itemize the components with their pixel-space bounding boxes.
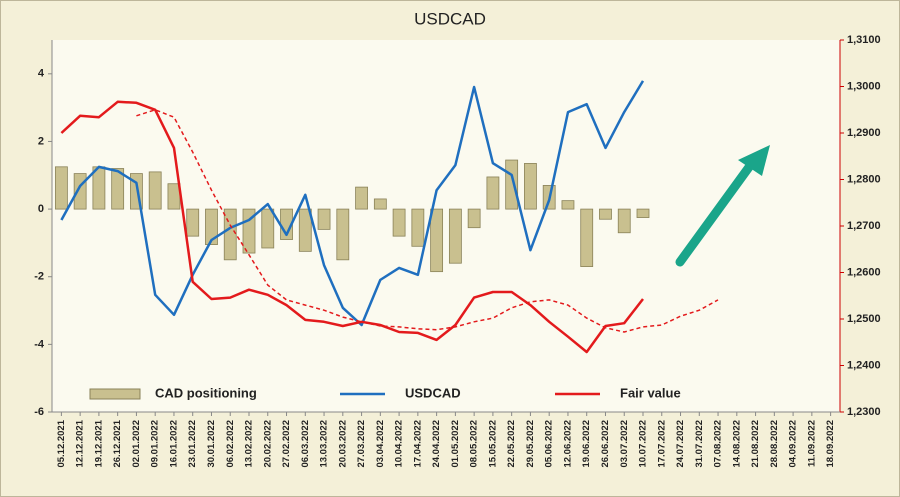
x-tick-label: 17.07.2022 <box>656 420 667 468</box>
y-tick-label: 0 <box>38 203 44 215</box>
x-tick-label: 24.07.2022 <box>675 420 686 468</box>
x-tick-label: 24.04.2022 <box>431 420 442 468</box>
x-tick-label: 20.03.2022 <box>337 420 348 468</box>
bar <box>561 200 575 210</box>
bar <box>336 208 350 261</box>
bar <box>505 159 519 210</box>
x-tick-label: 05.12.2021 <box>56 419 67 467</box>
x-tick-label: 18.09.2022 <box>825 420 836 468</box>
x-tick-label: 03.07.2022 <box>619 420 630 468</box>
x-tick-label: 30.01.2022 <box>206 420 217 468</box>
x-tick-label: 31.07.2022 <box>694 420 705 468</box>
bar <box>317 208 331 230</box>
x-tick-label: 01.05.2022 <box>450 420 461 468</box>
y-tick-label: -2 <box>34 271 44 283</box>
bar <box>298 208 312 252</box>
x-tick-label: 15.05.2022 <box>487 420 498 468</box>
x-tick-label: 06.03.2022 <box>300 420 311 468</box>
bar <box>411 208 425 247</box>
legend-swatch <box>89 388 141 400</box>
bar <box>636 208 650 218</box>
x-tick-label: 12.06.2022 <box>562 420 573 468</box>
x-tick-label: 08.05.2022 <box>469 420 480 468</box>
x-tick-label: 22.05.2022 <box>506 420 517 468</box>
legend-label: USDCAD <box>405 385 461 400</box>
y-tick-label: 2 <box>38 135 44 147</box>
x-tick-label: 10.07.2022 <box>638 420 649 468</box>
bar <box>486 176 500 210</box>
bar <box>599 208 612 220</box>
legend-label: Fair value <box>620 385 681 400</box>
x-tick-label: 04.09.2022 <box>788 420 799 468</box>
x-tick-label: 07.08.2022 <box>713 420 724 468</box>
bar <box>167 183 181 210</box>
bar <box>355 186 368 210</box>
y2-tick-label: 1,2700 <box>847 220 881 232</box>
x-tick-label: 02.01.2022 <box>131 420 142 468</box>
chart-title: USDCAD <box>414 9 486 28</box>
bar <box>524 163 537 210</box>
bar <box>392 208 406 237</box>
x-tick-label: 03.04.2022 <box>375 420 386 468</box>
y2-tick-label: 1,2600 <box>847 266 881 278</box>
x-tick-label: 29.05.2022 <box>525 420 536 468</box>
bar <box>205 208 218 246</box>
bar <box>186 208 200 237</box>
y2-tick-label: 1,3100 <box>847 34 881 46</box>
y2-tick-label: 1,2300 <box>847 406 881 418</box>
x-tick-label: 16.01.2022 <box>168 420 179 468</box>
x-tick-label: 10.04.2022 <box>394 420 405 468</box>
bar <box>580 208 594 267</box>
x-tick-label: 20.02.2022 <box>262 420 273 468</box>
x-tick-label: 13.02.2022 <box>244 420 255 468</box>
bar <box>261 208 275 249</box>
x-tick-label: 26.06.2022 <box>600 420 611 468</box>
bar <box>54 166 68 210</box>
x-tick-label: 06.02.2022 <box>225 420 236 468</box>
x-tick-label: 28.08.2022 <box>769 420 780 468</box>
x-tick-label: 17.04.2022 <box>412 420 423 468</box>
y2-tick-label: 1,2900 <box>847 127 881 139</box>
x-tick-label: 19.12.2021 <box>93 419 104 467</box>
x-tick-label: 12.12.2021 <box>75 419 86 467</box>
bar <box>373 198 387 210</box>
x-tick-label: 27.03.2022 <box>356 420 367 468</box>
y-tick-label: -6 <box>34 406 44 418</box>
bar <box>430 208 444 273</box>
bar <box>92 166 106 210</box>
x-tick-label: 09.01.2022 <box>150 420 161 468</box>
x-tick-label: 11.09.2022 <box>806 420 817 467</box>
bar <box>467 208 481 229</box>
y2-tick-label: 1,2800 <box>847 173 881 185</box>
x-tick-label: 14.08.2022 <box>731 420 742 468</box>
y2-tick-label: 1,3000 <box>847 80 881 92</box>
y2-tick-label: 1,2500 <box>847 313 881 325</box>
line <box>60 100 644 354</box>
line <box>60 80 645 327</box>
bar <box>448 208 462 264</box>
bar <box>111 168 125 210</box>
plot-area <box>52 40 840 412</box>
bar <box>617 208 631 234</box>
y-tick-label: -4 <box>34 338 45 350</box>
x-tick-label: 23.01.2022 <box>187 420 198 468</box>
trend-arrow <box>675 145 770 267</box>
bar <box>223 208 237 261</box>
bar <box>148 171 162 210</box>
y-tick-label: 4 <box>38 68 45 80</box>
x-tick-label: 21.08.2022 <box>750 420 761 468</box>
y2-tick-label: 1,2400 <box>847 359 881 371</box>
x-tick-label: 19.06.2022 <box>581 420 592 468</box>
x-tick-label: 27.02.2022 <box>281 420 292 468</box>
x-tick-label: 26.12.2021 <box>112 419 123 467</box>
dashed-line <box>136 109 719 333</box>
legend-label: CAD positioning <box>155 385 257 400</box>
x-tick-label: 05.06.2022 <box>544 420 555 468</box>
x-tick-label: 13.03.2022 <box>319 420 330 468</box>
